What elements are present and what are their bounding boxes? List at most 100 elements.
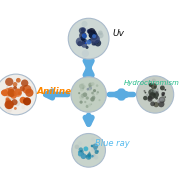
- Circle shape: [81, 152, 84, 155]
- Circle shape: [89, 83, 91, 85]
- Circle shape: [91, 145, 93, 147]
- Circle shape: [92, 34, 96, 38]
- Circle shape: [160, 98, 164, 102]
- Circle shape: [80, 101, 83, 104]
- Circle shape: [160, 98, 162, 100]
- Circle shape: [94, 150, 98, 154]
- Circle shape: [147, 97, 153, 102]
- Circle shape: [89, 88, 91, 90]
- Circle shape: [91, 35, 100, 44]
- Circle shape: [91, 155, 94, 157]
- Circle shape: [10, 89, 14, 93]
- Circle shape: [156, 101, 159, 104]
- Circle shape: [79, 153, 83, 158]
- Circle shape: [91, 32, 98, 38]
- Circle shape: [22, 85, 31, 94]
- Circle shape: [0, 96, 5, 104]
- Text: Blue ray: Blue ray: [95, 139, 130, 148]
- Circle shape: [94, 148, 97, 151]
- Circle shape: [81, 95, 84, 98]
- Circle shape: [83, 92, 87, 97]
- Circle shape: [82, 35, 85, 37]
- Circle shape: [88, 88, 91, 90]
- Circle shape: [91, 96, 95, 100]
- Circle shape: [86, 154, 91, 160]
- Circle shape: [91, 92, 94, 94]
- Circle shape: [164, 96, 166, 98]
- Circle shape: [98, 99, 101, 101]
- Circle shape: [14, 91, 17, 95]
- Circle shape: [83, 85, 86, 88]
- Circle shape: [79, 95, 84, 100]
- Circle shape: [86, 96, 89, 100]
- Circle shape: [92, 143, 98, 149]
- Circle shape: [27, 86, 34, 93]
- Circle shape: [6, 101, 14, 109]
- Circle shape: [94, 43, 96, 45]
- Circle shape: [79, 27, 85, 34]
- Circle shape: [149, 92, 156, 99]
- Circle shape: [86, 156, 89, 158]
- Circle shape: [164, 89, 166, 91]
- Circle shape: [5, 78, 13, 86]
- Circle shape: [148, 89, 155, 96]
- Circle shape: [82, 41, 85, 44]
- Circle shape: [149, 82, 152, 85]
- Circle shape: [157, 100, 160, 103]
- Circle shape: [154, 94, 156, 95]
- Circle shape: [143, 90, 145, 92]
- Circle shape: [154, 86, 156, 88]
- Circle shape: [91, 41, 96, 46]
- Circle shape: [96, 93, 98, 95]
- Circle shape: [8, 92, 16, 100]
- Circle shape: [1, 89, 8, 96]
- Circle shape: [21, 105, 25, 109]
- Circle shape: [78, 141, 82, 146]
- Circle shape: [91, 137, 95, 141]
- Circle shape: [81, 153, 83, 155]
- Circle shape: [88, 156, 91, 159]
- Circle shape: [83, 39, 87, 43]
- Circle shape: [161, 95, 166, 100]
- Circle shape: [89, 152, 90, 153]
- Circle shape: [25, 88, 29, 93]
- Circle shape: [88, 28, 95, 36]
- Circle shape: [84, 101, 86, 103]
- Circle shape: [94, 155, 98, 160]
- Circle shape: [82, 50, 89, 57]
- Circle shape: [21, 79, 28, 87]
- Circle shape: [94, 40, 101, 46]
- Circle shape: [12, 99, 18, 105]
- Circle shape: [88, 83, 93, 87]
- Circle shape: [90, 97, 95, 101]
- Circle shape: [23, 96, 30, 104]
- Circle shape: [152, 79, 156, 83]
- Circle shape: [86, 40, 91, 45]
- Circle shape: [16, 78, 21, 83]
- Circle shape: [92, 94, 95, 96]
- Circle shape: [146, 94, 149, 97]
- Circle shape: [98, 32, 104, 38]
- Circle shape: [157, 90, 159, 92]
- Circle shape: [79, 150, 82, 153]
- Circle shape: [82, 87, 84, 89]
- Circle shape: [5, 98, 11, 104]
- Circle shape: [78, 92, 80, 94]
- Circle shape: [90, 40, 93, 43]
- Circle shape: [81, 83, 84, 86]
- Circle shape: [75, 145, 79, 149]
- Circle shape: [79, 84, 84, 89]
- Circle shape: [5, 100, 13, 109]
- Circle shape: [80, 88, 84, 91]
- Circle shape: [92, 156, 95, 158]
- Circle shape: [1, 91, 5, 95]
- Circle shape: [82, 33, 86, 38]
- Circle shape: [154, 90, 156, 92]
- Circle shape: [149, 83, 153, 87]
- Circle shape: [81, 36, 85, 41]
- Circle shape: [89, 32, 95, 38]
- Circle shape: [143, 96, 148, 100]
- Circle shape: [96, 84, 98, 87]
- Circle shape: [13, 86, 17, 90]
- Circle shape: [148, 95, 151, 99]
